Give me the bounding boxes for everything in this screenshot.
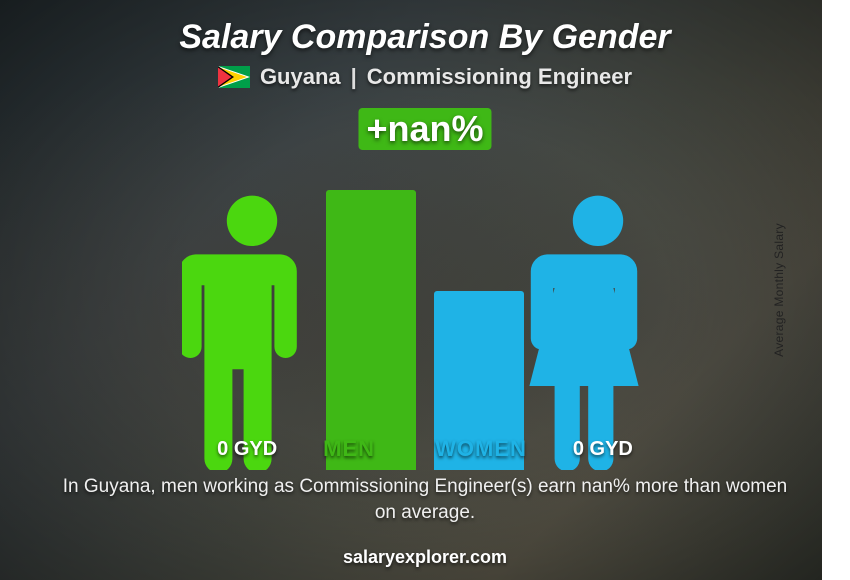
- percent-badge: +nan%: [358, 108, 491, 150]
- description-text: In Guyana, men working as Commissioning …: [60, 474, 790, 525]
- women-value: 0 GYD: [573, 438, 633, 461]
- guyana-flag-icon: [218, 66, 250, 88]
- men-icon: [182, 190, 322, 470]
- subtitle-country: Guyana: [260, 64, 341, 90]
- women-label: WOMEN: [435, 436, 527, 462]
- women-bar-column: [434, 190, 524, 470]
- percent-badge-text: +nan%: [358, 108, 491, 150]
- gender-bar-chart: [105, 150, 745, 470]
- flag-svg: [218, 66, 250, 88]
- men-bar-column: [326, 190, 416, 470]
- yaxis-label: Average Monthly Salary: [772, 223, 786, 357]
- men-bar: [326, 190, 416, 470]
- subtitle-row: Guyana | Commissioning Engineer: [0, 64, 850, 90]
- men-value: 0 GYD: [217, 438, 277, 461]
- page-title: Salary Comparison By Gender: [0, 18, 850, 57]
- footer-source: salaryexplorer.com: [0, 547, 850, 568]
- subtitle-divider: |: [351, 64, 357, 90]
- men-label: MEN: [323, 436, 375, 462]
- infographic-root: Average Monthly Salary Salary Comparison…: [0, 0, 850, 580]
- subtitle-role: Commissioning Engineer: [367, 64, 632, 90]
- women-icon: [528, 190, 668, 470]
- chart-bottom-labels: 0 GYD MEN WOMEN 0 GYD: [75, 436, 775, 462]
